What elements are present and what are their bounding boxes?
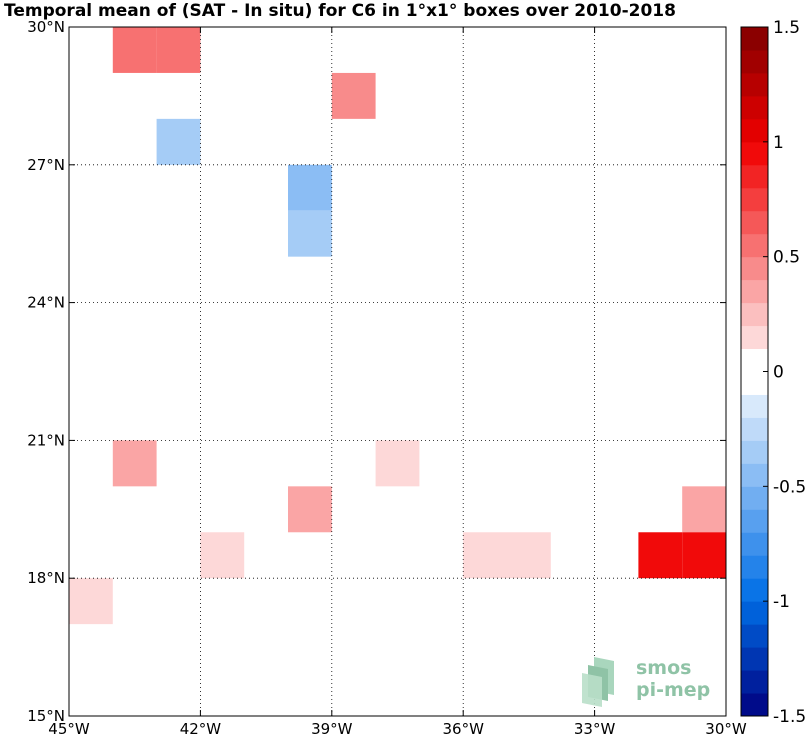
data-cell [682,532,726,579]
colorbar-segment [741,670,768,694]
colorbar-segment [741,440,768,464]
data-cell [69,578,113,625]
smos-pimep-logo: smos pi-mep [580,655,720,707]
colorbar-segment [741,601,768,625]
data-cell [156,27,201,73]
colorbar-segment [741,578,768,602]
gridlines [69,27,726,716]
colorbar-segment [741,647,768,671]
colorbar-segment [741,164,768,189]
x-tick-label: 42°W [180,720,222,738]
colorbar-tick-label: -1 [773,592,790,612]
y-axis: 15°N 18°N 21°N 24°N 27°N 30°N [27,18,726,725]
data-cell [331,72,376,119]
colorbar-segment [741,27,768,51]
data-cell [288,210,332,257]
colorbar-segment [741,210,768,235]
colorbar-segment [741,256,768,281]
y-tick-label: 21°N [27,431,65,449]
x-tick-label: 33°W [574,720,616,738]
y-tick-label: 24°N [27,294,65,312]
colorbar: 1.5 1 0.5 0 -0.5 -1 -1.5 [740,18,806,727]
colorbar-segment [741,72,768,97]
chart-title: Temporal mean of (SAT - In situ) for C6 … [4,1,676,21]
colorbar-segment [741,371,768,395]
data-cell [288,486,332,533]
x-axis: 45°W 42°W 39°W 36°W 33°W 30°W [48,27,747,738]
colorbar-segment [741,233,768,258]
colorbar-segment [741,532,768,556]
logo-text-pimep: pi-mep [636,679,711,701]
colorbar-segment [741,118,768,143]
data-cell [288,164,332,211]
colorbar-tick-label: -0.5 [773,477,806,497]
data-cell [112,440,157,487]
data-cell [682,486,726,533]
data-cell [112,27,157,73]
colorbar-tick-label: 1.5 [773,18,800,38]
colorbar-segment [741,49,768,74]
y-tick-label: 30°N [27,18,65,36]
colorbar-segment [741,348,768,372]
data-cell [375,440,420,487]
colorbar-segment [741,509,768,533]
y-tick-label: 27°N [27,156,65,174]
data-cells [69,27,726,625]
x-tick-label: 45°W [48,720,90,738]
x-tick-label: 36°W [442,720,484,738]
data-cell [507,532,551,579]
colorbar-tick-label: 0 [773,363,784,383]
x-tick-label: 39°W [311,720,353,738]
data-cell [156,118,201,165]
colorbar-segment [741,302,768,327]
colorbar-segment [741,463,768,487]
y-tick-label: 18°N [27,569,65,587]
colorbar-tick-label: -1.5 [773,707,806,727]
colorbar-segment [741,95,768,120]
x-tick-label: 30°W [705,720,747,738]
y-tick-label: 15°N [27,707,65,725]
colorbar-segment [741,417,768,441]
colorbar-segment [741,555,768,579]
plot-frame [68,26,727,717]
colorbar-segment [741,693,768,717]
colorbar-segment [741,325,768,350]
logo-icon [582,657,614,707]
colorbar-segment [741,394,768,418]
colorbar-tick-label: 1 [773,133,784,153]
colorbar-segment [741,624,768,648]
logo-text-smos: smos [636,657,692,679]
colorbar-segment [741,279,768,304]
colorbar-segment [741,486,768,510]
data-cell [200,532,245,579]
colorbar-tick-label: 0.5 [773,248,800,268]
colorbar-segment [741,187,768,212]
data-cell [463,532,507,579]
colorbar-segment [741,141,768,166]
data-cell [638,532,683,579]
